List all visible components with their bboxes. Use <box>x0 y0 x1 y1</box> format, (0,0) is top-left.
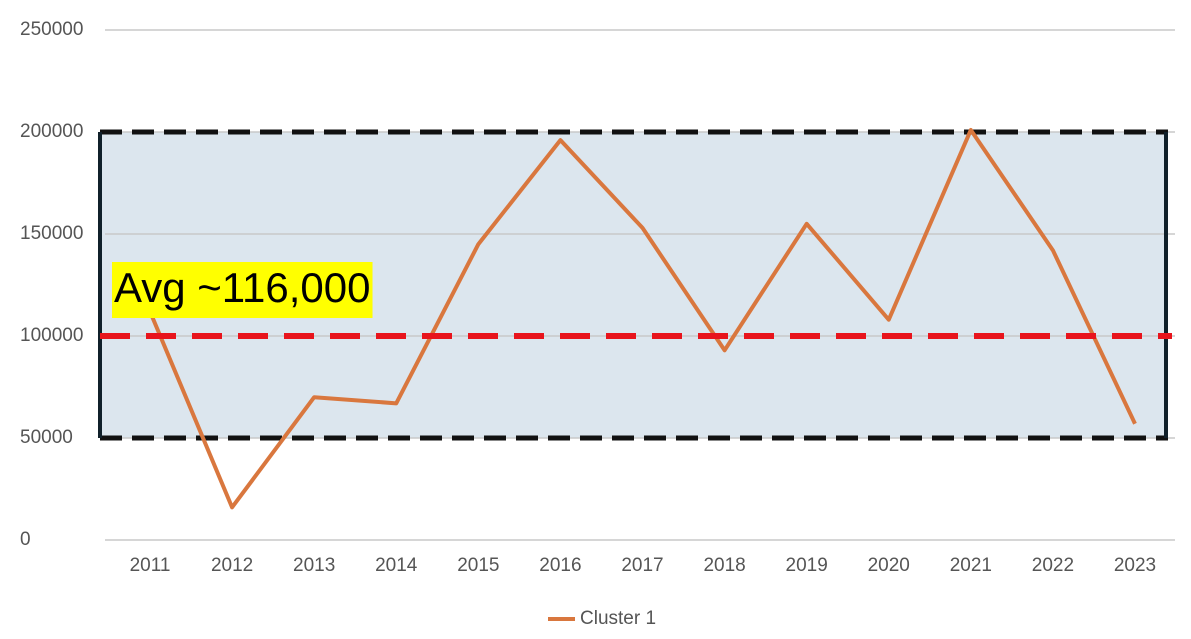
legend-label: Cluster 1 <box>580 608 656 629</box>
x-tick-label: 2023 <box>1114 555 1156 576</box>
x-tick-label: 2021 <box>950 555 992 576</box>
annotation: Avg ~116,000 <box>114 264 371 311</box>
y-tick-label: 100000 <box>20 325 83 346</box>
y-tick-label: 0 <box>20 529 31 550</box>
x-tick-label: 2015 <box>457 555 499 576</box>
y-tick-label: 50000 <box>20 427 73 448</box>
x-tick-label: 2018 <box>703 555 745 576</box>
x-tick-label: 2014 <box>375 555 418 576</box>
x-tick-label: 2016 <box>539 555 581 576</box>
x-tick-label: 2013 <box>293 555 335 576</box>
x-tick-label: 2020 <box>868 555 910 576</box>
y-tick-label: 250000 <box>20 19 83 40</box>
y-tick-label: 150000 <box>20 223 83 244</box>
annotation-background <box>112 262 373 318</box>
x-tick-label: 2019 <box>786 555 828 576</box>
x-tick-label: 2022 <box>1032 555 1074 576</box>
data-line <box>148 127 1137 510</box>
x-tick-label: 2011 <box>130 555 171 576</box>
x-tick-label: 2012 <box>211 555 253 576</box>
y-tick-label: 200000 <box>20 121 83 142</box>
x-tick-label: 2017 <box>621 555 663 576</box>
